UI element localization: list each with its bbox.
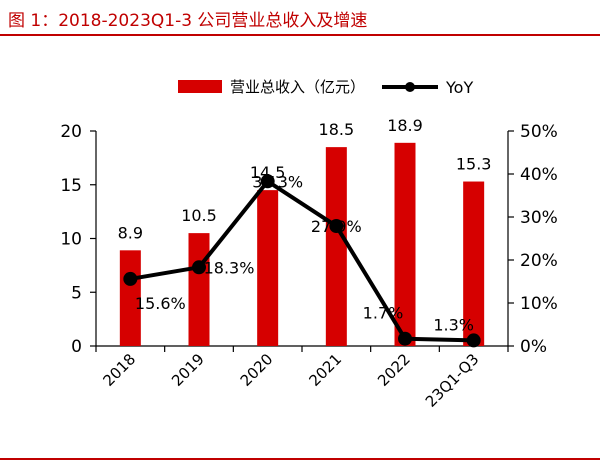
left-tick-label: 10 [60,230,82,250]
yoy-value-label: 18.3% [204,258,255,277]
left-tick-label: 5 [71,283,82,303]
yoy-point [260,174,275,189]
title-rule [0,34,600,36]
yoy-point [398,331,412,346]
right-tick-label: 50% [520,122,558,142]
x-tick-label: 23Q1-Q3 [422,350,483,411]
revenue-bar [188,233,210,346]
yoy-value-label: 38.3% [252,172,303,191]
x-tick-label: 2021 [305,350,345,390]
right-tick-label: 20% [520,251,558,271]
right-tick-label: 10% [520,294,558,314]
x-tick-label: 2020 [237,350,277,390]
bottom-rule [0,458,600,460]
revenue-value-label: 15.3 [456,155,492,174]
yoy-point [466,333,481,348]
revenue-bar [119,250,141,346]
yoy-value-label: 27.9% [311,217,362,236]
revenue-value-label: 8.9 [118,223,143,242]
yoy-value-label: 1.3% [433,315,474,334]
yoy-point [192,260,206,275]
right-tick-label: 0% [520,337,547,357]
legend-bar-label: 营业总收入（亿元） [230,78,365,96]
yoy-series-line [129,179,474,343]
revenue-bar [257,190,279,346]
yoy-line [123,174,481,348]
revenue-value-label: 10.5 [181,206,217,225]
revenue-bar [325,147,347,346]
x-tick-label: 2018 [99,350,139,390]
x-tick-label: 2019 [168,350,208,390]
revenue-value-label: 18.9 [387,116,423,135]
right-tick-label: 30% [520,208,558,228]
yoy-value-label: 1.7% [363,304,404,323]
left-tick-label: 0 [71,337,82,357]
legend-line-marker [405,82,415,92]
figure-title: 图 1：2018-2023Q1-3 公司营业总收入及增速 [8,11,368,31]
yoy-point [123,271,138,286]
legend: 营业总收入（亿元） YoY [178,78,473,97]
right-tick-label: 40% [520,165,558,185]
legend-line-label: YoY [445,78,473,97]
legend-bar-swatch [178,80,222,93]
yoy-value-label: 15.6% [135,294,186,313]
revenue-bar [394,142,416,346]
yoy-point [329,219,344,234]
x-tick-label: 2022 [374,350,414,390]
revenue-bar [463,181,485,346]
left-tick-label: 20 [60,122,82,142]
revenue-value-label: 14.5 [250,163,286,182]
revenue-value-label: 18.5 [319,120,355,139]
left-tick-label: 15 [60,176,82,196]
data-labels: 8.9 10.5 14.5 18.5 18.9 15.3 15.6% 18.3% 38.3% 27… [118,116,492,335]
